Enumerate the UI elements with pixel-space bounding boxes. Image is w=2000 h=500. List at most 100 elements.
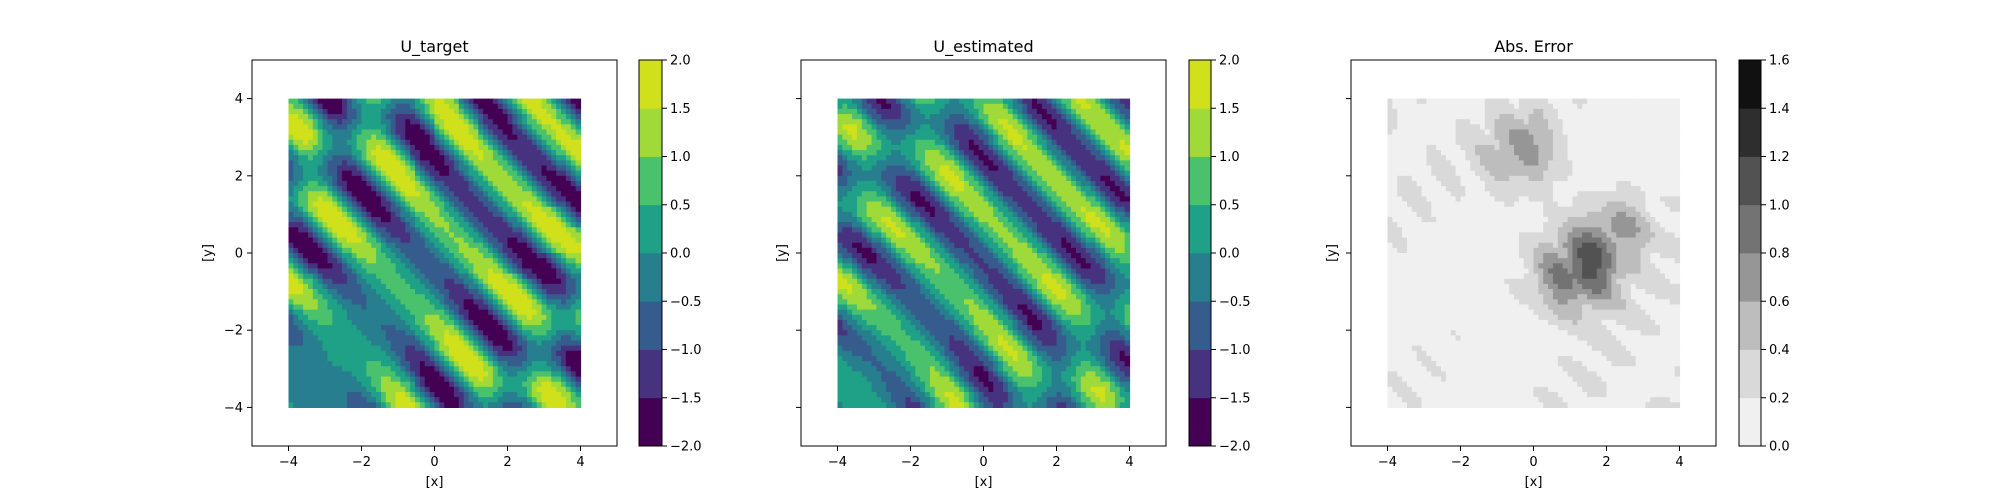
heatmap-cell bbox=[366, 304, 372, 311]
heatmap-cell bbox=[925, 325, 931, 331]
heatmap-cell bbox=[419, 278, 426, 285]
heatmap-cell bbox=[502, 247, 509, 254]
heatmap-cell bbox=[512, 304, 518, 311]
heatmap-cell bbox=[920, 371, 926, 378]
heatmap-cell bbox=[492, 134, 499, 141]
heatmap-cell bbox=[288, 345, 294, 352]
heatmap-cell bbox=[449, 402, 455, 408]
heatmap-cell bbox=[561, 283, 567, 290]
heatmap-cell bbox=[434, 155, 440, 161]
heatmap-cell bbox=[531, 325, 538, 331]
heatmap-cell bbox=[410, 247, 416, 254]
heatmap-cell bbox=[312, 150, 319, 156]
heatmap-cell bbox=[881, 180, 887, 187]
heatmap-cell bbox=[361, 340, 367, 347]
heatmap-cell bbox=[541, 129, 548, 136]
heatmap-cell bbox=[434, 304, 440, 311]
heatmap-cell bbox=[405, 263, 411, 270]
heatmap-cell bbox=[876, 289, 882, 295]
heatmap-cell bbox=[468, 227, 475, 234]
heatmap-cell bbox=[575, 222, 582, 228]
heatmap-cell bbox=[565, 191, 572, 197]
heatmap-cell bbox=[536, 294, 543, 300]
heatmap-cell bbox=[905, 108, 912, 115]
heatmap-cell bbox=[575, 371, 582, 378]
heatmap-cell bbox=[856, 191, 863, 197]
heatmap-cell bbox=[385, 381, 392, 388]
heatmap-cell bbox=[356, 376, 363, 383]
heatmap-cell bbox=[458, 216, 465, 223]
heatmap-cell bbox=[322, 196, 329, 203]
heatmap-cell bbox=[522, 361, 528, 367]
heatmap-cell bbox=[570, 330, 577, 336]
heatmap-cell bbox=[876, 150, 882, 156]
heatmap-cell bbox=[881, 139, 887, 146]
heatmap-cell bbox=[866, 222, 873, 228]
heatmap-cell bbox=[561, 201, 567, 208]
heatmap-cell bbox=[439, 227, 445, 234]
heatmap-cell bbox=[483, 335, 489, 342]
heatmap-cell bbox=[293, 361, 299, 367]
heatmap-cell bbox=[934, 144, 941, 151]
heatmap-cell bbox=[891, 160, 897, 167]
heatmap-cell bbox=[531, 294, 538, 300]
heatmap-cell bbox=[866, 160, 873, 167]
heatmap-cell bbox=[317, 119, 324, 125]
heatmap-cell bbox=[371, 191, 377, 197]
heatmap-cell bbox=[531, 222, 538, 228]
heatmap-cell bbox=[434, 325, 440, 331]
heatmap-cell bbox=[342, 335, 348, 342]
heatmap-cell bbox=[298, 119, 304, 125]
heatmap-cell bbox=[929, 314, 936, 321]
heatmap-cell bbox=[856, 134, 863, 141]
heatmap-cell bbox=[575, 232, 582, 239]
heatmap-cell bbox=[322, 268, 329, 275]
heatmap-cell bbox=[342, 139, 348, 146]
heatmap-cell bbox=[531, 361, 538, 367]
heatmap-cell bbox=[342, 124, 348, 131]
heatmap-cell bbox=[327, 191, 333, 197]
heatmap-cell bbox=[415, 216, 421, 223]
heatmap-cell bbox=[473, 402, 479, 408]
heatmap-cell bbox=[929, 366, 936, 372]
heatmap-cell bbox=[866, 98, 873, 105]
heatmap-cell bbox=[449, 371, 455, 378]
heatmap-cell bbox=[939, 314, 946, 321]
heatmap-cell bbox=[492, 278, 499, 285]
heatmap-cell bbox=[356, 361, 363, 367]
heatmap-cell bbox=[361, 314, 367, 321]
heatmap-cell bbox=[881, 381, 887, 388]
heatmap-cell bbox=[356, 196, 363, 203]
heatmap-cell bbox=[546, 345, 552, 352]
heatmap-cell bbox=[361, 144, 367, 151]
heatmap-cell bbox=[424, 232, 431, 239]
heatmap-cell bbox=[512, 119, 518, 125]
heatmap-cell bbox=[342, 114, 348, 120]
heatmap-cell bbox=[526, 186, 533, 192]
heatmap-cell bbox=[376, 289, 382, 295]
heatmap-cell bbox=[332, 129, 338, 136]
heatmap-cell bbox=[327, 258, 333, 264]
heatmap-cell bbox=[434, 108, 440, 115]
heatmap-cell bbox=[346, 309, 353, 316]
heatmap-cell bbox=[929, 237, 936, 244]
heatmap-cell bbox=[866, 391, 873, 398]
heatmap-cell bbox=[551, 299, 557, 306]
heatmap-cell bbox=[512, 165, 518, 172]
heatmap-cell bbox=[551, 253, 557, 259]
heatmap-cell bbox=[356, 134, 363, 141]
heatmap-cell bbox=[322, 227, 329, 234]
heatmap-cell bbox=[400, 155, 406, 161]
heatmap-cell bbox=[439, 391, 445, 398]
heatmap-cell bbox=[561, 397, 567, 403]
heatmap-cell bbox=[881, 273, 887, 280]
heatmap-cell bbox=[842, 201, 848, 208]
heatmap-cell bbox=[376, 98, 382, 105]
heatmap-cell bbox=[871, 345, 878, 352]
heatmap-cell bbox=[920, 119, 926, 125]
heatmap-cell bbox=[536, 335, 543, 342]
heatmap-cell bbox=[424, 155, 431, 161]
heatmap-cell bbox=[366, 242, 372, 249]
heatmap-cell bbox=[900, 103, 907, 110]
heatmap-cell bbox=[312, 247, 319, 254]
